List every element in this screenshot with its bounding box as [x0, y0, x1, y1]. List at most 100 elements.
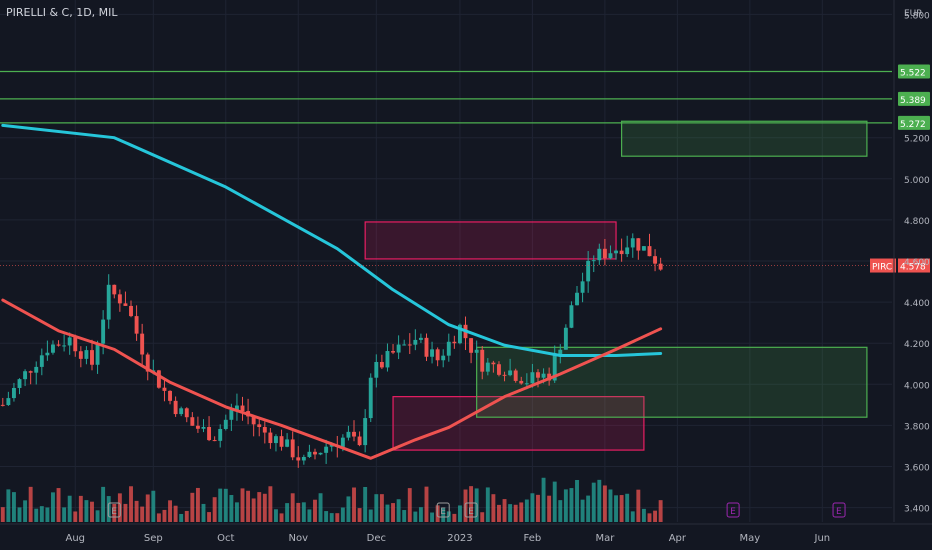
candle-body — [641, 246, 646, 251]
volume-bar — [229, 495, 234, 522]
volume-bar — [296, 502, 301, 522]
volume-bar — [67, 495, 72, 522]
zone-supply[interactable] — [364, 221, 617, 260]
last-price-line: PIRC 4.578 — [0, 258, 930, 273]
candle-body — [530, 372, 535, 384]
volume-bar — [162, 509, 167, 522]
price-tick-label: 5.200 — [904, 135, 930, 145]
candle-body — [625, 247, 630, 255]
earnings-marker[interactable] — [464, 502, 478, 518]
volume-bar — [630, 511, 635, 522]
volume-bar — [156, 513, 161, 522]
volume-bar — [17, 507, 22, 522]
candle-body — [491, 362, 496, 365]
volume-bar — [586, 495, 591, 522]
volume-bar — [95, 510, 100, 522]
volume-bar — [575, 479, 579, 522]
volume-bar — [112, 503, 117, 522]
volume-bar — [34, 508, 39, 522]
zone-supply-upper[interactable] — [621, 120, 868, 157]
volume-bar — [179, 513, 184, 522]
volume-bar — [396, 499, 401, 522]
candle-body — [229, 409, 234, 420]
candle-body — [324, 446, 329, 453]
volume-bar — [90, 501, 94, 522]
candle-body — [502, 374, 507, 376]
candle-body — [430, 349, 435, 357]
candle-body — [51, 344, 55, 353]
candle-body — [274, 436, 278, 444]
volume-bar — [301, 502, 306, 522]
last-price-label: 4.578 — [900, 263, 926, 273]
volume-bar — [218, 488, 223, 522]
candle-body — [563, 327, 568, 350]
volume-bars — [0, 477, 663, 522]
resistance-label-box — [898, 115, 930, 130]
candle-body — [240, 405, 245, 412]
earnings-marker[interactable] — [107, 502, 121, 518]
time-tick-label: 2023 — [447, 533, 472, 544]
volume-bar — [6, 489, 11, 522]
time-tick-label: Jun — [814, 533, 831, 544]
candle-body — [117, 294, 122, 304]
candle-body — [391, 351, 395, 353]
volume-bar — [84, 500, 89, 522]
candle-body — [318, 452, 323, 455]
volume-bar — [608, 489, 613, 522]
candle-body — [34, 366, 39, 373]
volume-bar — [641, 508, 646, 522]
volume-bar — [502, 499, 507, 522]
volume-bar — [23, 500, 28, 522]
resistance-label: 5.389 — [900, 96, 926, 106]
zone-rectangles[interactable] — [364, 120, 868, 451]
volume-bar — [78, 495, 83, 522]
earnings-marker-label: E — [111, 507, 117, 517]
zone-demand[interactable] — [476, 346, 868, 418]
candle-body — [279, 436, 284, 447]
time-axis[interactable]: Aug Sep Oct Nov Dec 2023 Feb Mar Apr May Jun — [0, 523, 932, 544]
last-price-box — [898, 258, 930, 273]
candle-body — [407, 344, 412, 346]
candle-body — [28, 371, 33, 373]
volume-bar — [207, 512, 212, 522]
volume-bar — [418, 507, 423, 522]
time-tick-label: Oct — [217, 533, 234, 544]
zone-demand[interactable] — [392, 396, 645, 451]
candle-body — [313, 451, 317, 455]
volume-bar — [212, 497, 217, 522]
horizontal-level-lines[interactable]: 5.522 5.389 5.272 — [0, 64, 930, 130]
volume-bar — [430, 512, 435, 522]
volume-bar — [653, 510, 658, 522]
volume-bar — [262, 493, 267, 522]
volume-bar — [497, 504, 501, 522]
volume-bar — [569, 488, 574, 522]
volume-bar — [51, 492, 55, 522]
volume-bar — [357, 508, 362, 522]
volume-bar — [368, 509, 373, 522]
candle-body — [653, 256, 658, 264]
volume-bar — [335, 513, 340, 522]
candle-body — [212, 440, 217, 442]
price-tick-label: 4.600 — [904, 258, 930, 268]
volume-bar — [619, 495, 624, 522]
candle-body — [285, 439, 290, 447]
volume-bar — [246, 490, 251, 522]
volume-bar — [508, 504, 513, 522]
resistance-label: 5.522 — [900, 69, 926, 79]
candle-body — [357, 436, 362, 446]
sma-long-line — [1, 123, 663, 358]
candle-body — [39, 355, 44, 367]
candle-body — [385, 351, 390, 368]
time-tick-label: Feb — [524, 533, 542, 544]
volume-bar — [513, 504, 518, 522]
volume-bar — [223, 488, 228, 522]
earnings-marker[interactable] — [436, 502, 450, 518]
candle-body — [251, 416, 256, 425]
earnings-marker[interactable] — [726, 502, 740, 518]
volume-bar — [324, 511, 329, 522]
earnings-marker[interactable] — [832, 502, 846, 518]
candle-body — [575, 292, 579, 306]
